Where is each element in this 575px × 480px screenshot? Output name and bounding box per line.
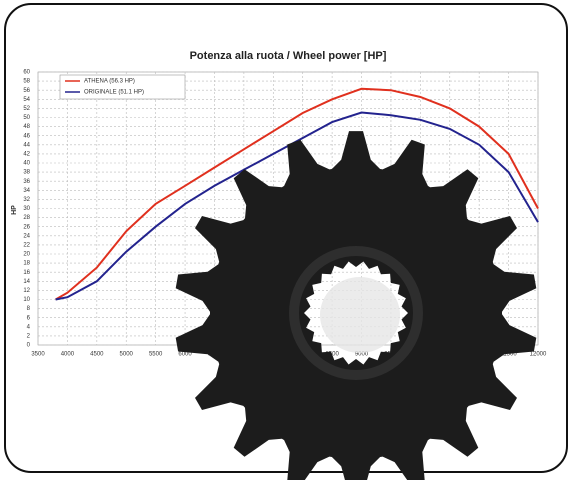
legend-label: ATHENA (56.3 HP) <box>84 79 135 85</box>
legend: ATHENA (56.3 HP) ORIGINALE (51.1 HP) <box>59 74 186 100</box>
legend-label: ORIGINALE (51.1 HP) <box>84 90 144 96</box>
x-tick-label: 6000 <box>178 352 192 358</box>
y-tick-label: 6 <box>27 315 31 321</box>
y-tick-label: 10 <box>23 297 30 303</box>
y-tick-label: 48 <box>23 124 30 130</box>
sprocket-hub <box>289 246 423 380</box>
y-tick-label: 12 <box>23 288 30 294</box>
y-tick-label: 20 <box>23 252 30 258</box>
y-tick-label: 26 <box>23 224 30 230</box>
y-tick-label: 28 <box>23 215 30 221</box>
x-tick-label: 12000 <box>530 352 547 358</box>
y-tick-label: 16 <box>23 270 30 276</box>
y-tick-label: 50 <box>23 115 30 121</box>
y-tick-label: 14 <box>23 279 30 285</box>
x-tick-label: 4500 <box>90 352 104 358</box>
y-tick-label: 4 <box>27 324 31 330</box>
y-axis-label: HP <box>11 205 18 215</box>
x-tick-label: 4000 <box>61 352 75 358</box>
y-tick-label: 22 <box>23 242 30 248</box>
x-tick-label: 3500 <box>31 352 45 358</box>
sprocket-photo <box>175 131 537 480</box>
y-tick-label: 32 <box>23 197 30 203</box>
y-tick-label: 36 <box>23 179 30 185</box>
y-tick-label: 60 <box>23 70 30 76</box>
y-tick-label: 0 <box>27 343 31 349</box>
y-tick-label: 8 <box>27 306 31 312</box>
y-tick-label: 18 <box>23 261 30 267</box>
x-tick-label: 5500 <box>149 352 163 358</box>
y-tick-label: 30 <box>23 206 30 212</box>
y-tick-label: 42 <box>23 151 30 157</box>
y-tick-label: 54 <box>23 97 30 103</box>
y-tick-label: 38 <box>23 170 30 176</box>
y-tick-label: 52 <box>23 106 30 112</box>
y-tick-label: 56 <box>23 88 30 94</box>
sprocket <box>175 131 537 480</box>
sprocket-bore-shine <box>320 277 400 353</box>
data-line <box>55 87 539 301</box>
y-tick-label: 2 <box>27 333 31 339</box>
y-tick-label: 40 <box>23 161 30 167</box>
y-tick-label: 58 <box>23 79 30 85</box>
legend-box <box>59 74 186 100</box>
x-tick-label: 9000 <box>355 352 369 358</box>
y-tick-label: 34 <box>23 188 30 194</box>
y-tick-label: 46 <box>23 133 30 139</box>
x-tick-label: 5000 <box>120 352 134 358</box>
y-tick-label: 24 <box>23 233 30 239</box>
y-tick-label: 44 <box>23 142 30 148</box>
x-tick-label: 11500 <box>500 352 517 358</box>
chart-title: Potenza alla ruota / Wheel power [HP] <box>190 50 387 62</box>
x-tick-label: 8500 <box>325 352 339 358</box>
